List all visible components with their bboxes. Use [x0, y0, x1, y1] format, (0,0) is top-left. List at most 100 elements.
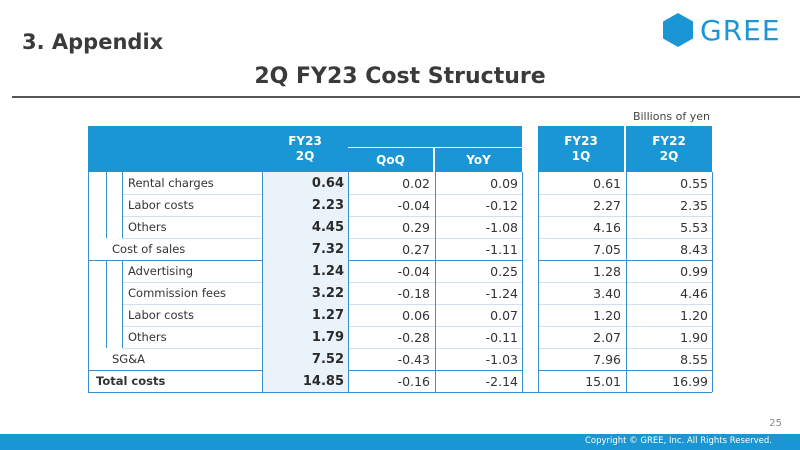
table-row: Others 4.45 0.29 -1.08 4.16 5.53 [0, 216, 800, 238]
hexagon-logo-icon [663, 13, 693, 47]
row-label: Rental charges [128, 176, 214, 190]
cell-fy23-1q: 1.28 [593, 263, 621, 279]
page-title: 2Q FY23 Cost Structure [254, 64, 546, 89]
gap-divider [522, 216, 538, 217]
column-divider [538, 172, 539, 392]
cell-fy22-2q: 8.55 [680, 351, 708, 367]
cell-yoy: 0.07 [490, 307, 518, 323]
cell-qoq: -0.28 [397, 329, 430, 345]
row-label: Labor costs [128, 308, 195, 322]
cell-fy22-2q: 5.53 [680, 219, 708, 235]
cell-fy22-2q: 1.90 [680, 329, 708, 345]
row-label: SG&A [112, 352, 146, 366]
gap-divider [522, 348, 538, 349]
header-yoy: YoY [435, 148, 522, 172]
cell-fy22-2q: 0.99 [680, 263, 708, 279]
cell-fy23-2q: 7.32 [262, 238, 348, 260]
gap-divider [522, 238, 538, 239]
header-qoq: QoQ [348, 148, 434, 172]
cell-fy23-2q: 4.45 [262, 216, 348, 238]
cell-yoy: -1.11 [485, 241, 518, 257]
gap-divider [522, 194, 538, 195]
column-divider [348, 172, 349, 392]
cell-yoy: 0.09 [490, 175, 518, 191]
table-row: Labor costs 2.23 -0.04 -0.12 2.27 2.35 [0, 194, 800, 216]
cell-qoq: -0.04 [397, 263, 430, 279]
cell-fy23-1q: 1.20 [593, 307, 621, 323]
column-divider [626, 172, 627, 392]
row-divider [88, 260, 712, 261]
gap-divider [522, 282, 538, 283]
cell-yoy: -1.24 [485, 285, 518, 301]
cell-fy22-2q: 8.43 [680, 241, 708, 257]
table-row: Advertising 1.24 -0.04 0.25 1.28 0.99 [0, 260, 800, 282]
row-divider [122, 238, 712, 239]
table-row: SG&A 7.52 -0.43 -1.03 7.96 8.55 [0, 348, 800, 370]
gap-divider [522, 370, 538, 371]
cell-yoy: -2.14 [485, 373, 518, 389]
row-divider [122, 348, 712, 349]
header-change-group [348, 126, 522, 147]
table-row: Others 1.79 -0.28 -0.11 2.07 1.90 [0, 326, 800, 348]
row-divider [88, 370, 712, 371]
cell-fy22-2q: 2.35 [680, 197, 708, 213]
cell-qoq: 0.06 [402, 307, 430, 323]
cell-yoy: -1.03 [485, 351, 518, 367]
page-number: 25 [769, 418, 782, 429]
footer-bar: Copyright © GREE, Inc. All Rights Reserv… [0, 434, 800, 450]
header-fy23-1q: FY23 1Q [538, 126, 625, 172]
row-label: Commission fees [128, 286, 227, 300]
cell-qoq: 0.27 [402, 241, 430, 257]
cell-qoq: -0.16 [397, 373, 430, 389]
row-divider [122, 194, 712, 195]
cell-qoq: -0.18 [397, 285, 430, 301]
cell-fy23-2q: 14.85 [262, 370, 348, 392]
section-title: 3. Appendix [22, 30, 164, 54]
cell-qoq: 0.02 [402, 175, 430, 191]
row-label: Total costs [96, 374, 166, 388]
logo-text: GREE [700, 13, 781, 47]
cell-fy23-2q: 2.23 [262, 194, 348, 216]
cell-fy22-2q: 4.46 [680, 285, 708, 301]
row-divider [122, 282, 712, 283]
cell-fy22-2q: 16.99 [672, 373, 708, 389]
column-divider [122, 260, 123, 348]
cell-fy23-1q: 2.07 [593, 329, 621, 345]
cell-fy23-1q: 2.27 [593, 197, 621, 213]
table-row: Labor costs 1.27 0.06 0.07 1.20 1.20 [0, 304, 800, 326]
column-divider [88, 172, 89, 392]
cell-fy22-2q: 1.20 [680, 307, 708, 323]
cell-fy22-2q: 0.55 [680, 175, 708, 191]
column-divider [106, 260, 107, 348]
gap-divider [522, 304, 538, 305]
table-row: Cost of sales 7.32 0.27 -1.11 7.05 8.43 [0, 238, 800, 260]
cell-qoq: 0.29 [402, 219, 430, 235]
header-fy23-2q: FY23 2Q [262, 126, 348, 172]
cell-fy23-2q: 7.52 [262, 348, 348, 370]
row-label: Others [128, 220, 167, 234]
row-label: Cost of sales [112, 242, 186, 256]
header-fy22-2q: FY22 2Q [626, 126, 712, 172]
cell-fy23-2q: 3.22 [262, 282, 348, 304]
table-row: Commission fees 3.22 -0.18 -1.24 3.40 4.46 [0, 282, 800, 304]
cell-yoy: 0.25 [490, 263, 518, 279]
column-divider [522, 172, 523, 392]
cell-fy23-2q: 1.79 [262, 326, 348, 348]
row-label: Others [128, 330, 167, 344]
cell-fy23-2q: 0.64 [262, 172, 348, 194]
row-divider [122, 326, 712, 327]
table-row: Total costs 14.85 -0.16 -2.14 15.01 16.99 [0, 370, 800, 392]
cell-fy23-1q: 4.16 [593, 219, 621, 235]
table-bottom-border [88, 392, 712, 393]
column-divider [262, 172, 263, 392]
cell-fy23-1q: 0.61 [593, 175, 621, 191]
cell-yoy: -0.12 [485, 197, 518, 213]
cell-qoq: -0.43 [397, 351, 430, 367]
cell-fy23-1q: 15.01 [585, 373, 621, 389]
cell-fy23-2q: 1.24 [262, 260, 348, 282]
cell-fy23-1q: 7.96 [593, 351, 621, 367]
cell-fy23-1q: 3.40 [593, 285, 621, 301]
column-divider [106, 172, 107, 238]
units-label: Billions of yen [632, 110, 710, 123]
row-divider [122, 304, 712, 305]
